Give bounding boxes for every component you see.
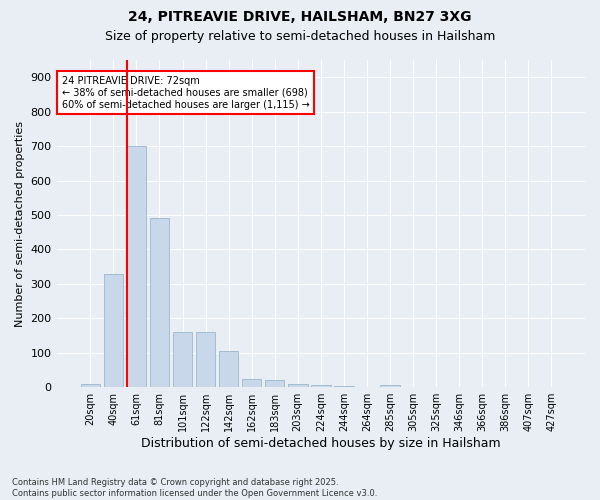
Bar bbox=[149, 218, 169, 387]
Bar bbox=[380, 386, 400, 387]
Text: Size of property relative to semi-detached houses in Hailsham: Size of property relative to semi-detach… bbox=[105, 30, 495, 43]
Bar bbox=[80, 384, 100, 387]
Bar bbox=[311, 386, 331, 387]
Bar bbox=[242, 378, 262, 387]
Bar bbox=[196, 332, 215, 387]
Bar bbox=[334, 386, 353, 387]
Bar bbox=[288, 384, 308, 387]
Text: 24, PITREAVIE DRIVE, HAILSHAM, BN27 3XG: 24, PITREAVIE DRIVE, HAILSHAM, BN27 3XG bbox=[128, 10, 472, 24]
Bar bbox=[104, 274, 123, 387]
Bar bbox=[127, 146, 146, 387]
Bar bbox=[265, 380, 284, 387]
Text: Contains HM Land Registry data © Crown copyright and database right 2025.
Contai: Contains HM Land Registry data © Crown c… bbox=[12, 478, 377, 498]
Text: 24 PITREAVIE DRIVE: 72sqm
← 38% of semi-detached houses are smaller (698)
60% of: 24 PITREAVIE DRIVE: 72sqm ← 38% of semi-… bbox=[62, 76, 310, 110]
X-axis label: Distribution of semi-detached houses by size in Hailsham: Distribution of semi-detached houses by … bbox=[141, 437, 500, 450]
Bar bbox=[173, 332, 193, 387]
Y-axis label: Number of semi-detached properties: Number of semi-detached properties bbox=[15, 120, 25, 326]
Bar bbox=[219, 351, 238, 387]
